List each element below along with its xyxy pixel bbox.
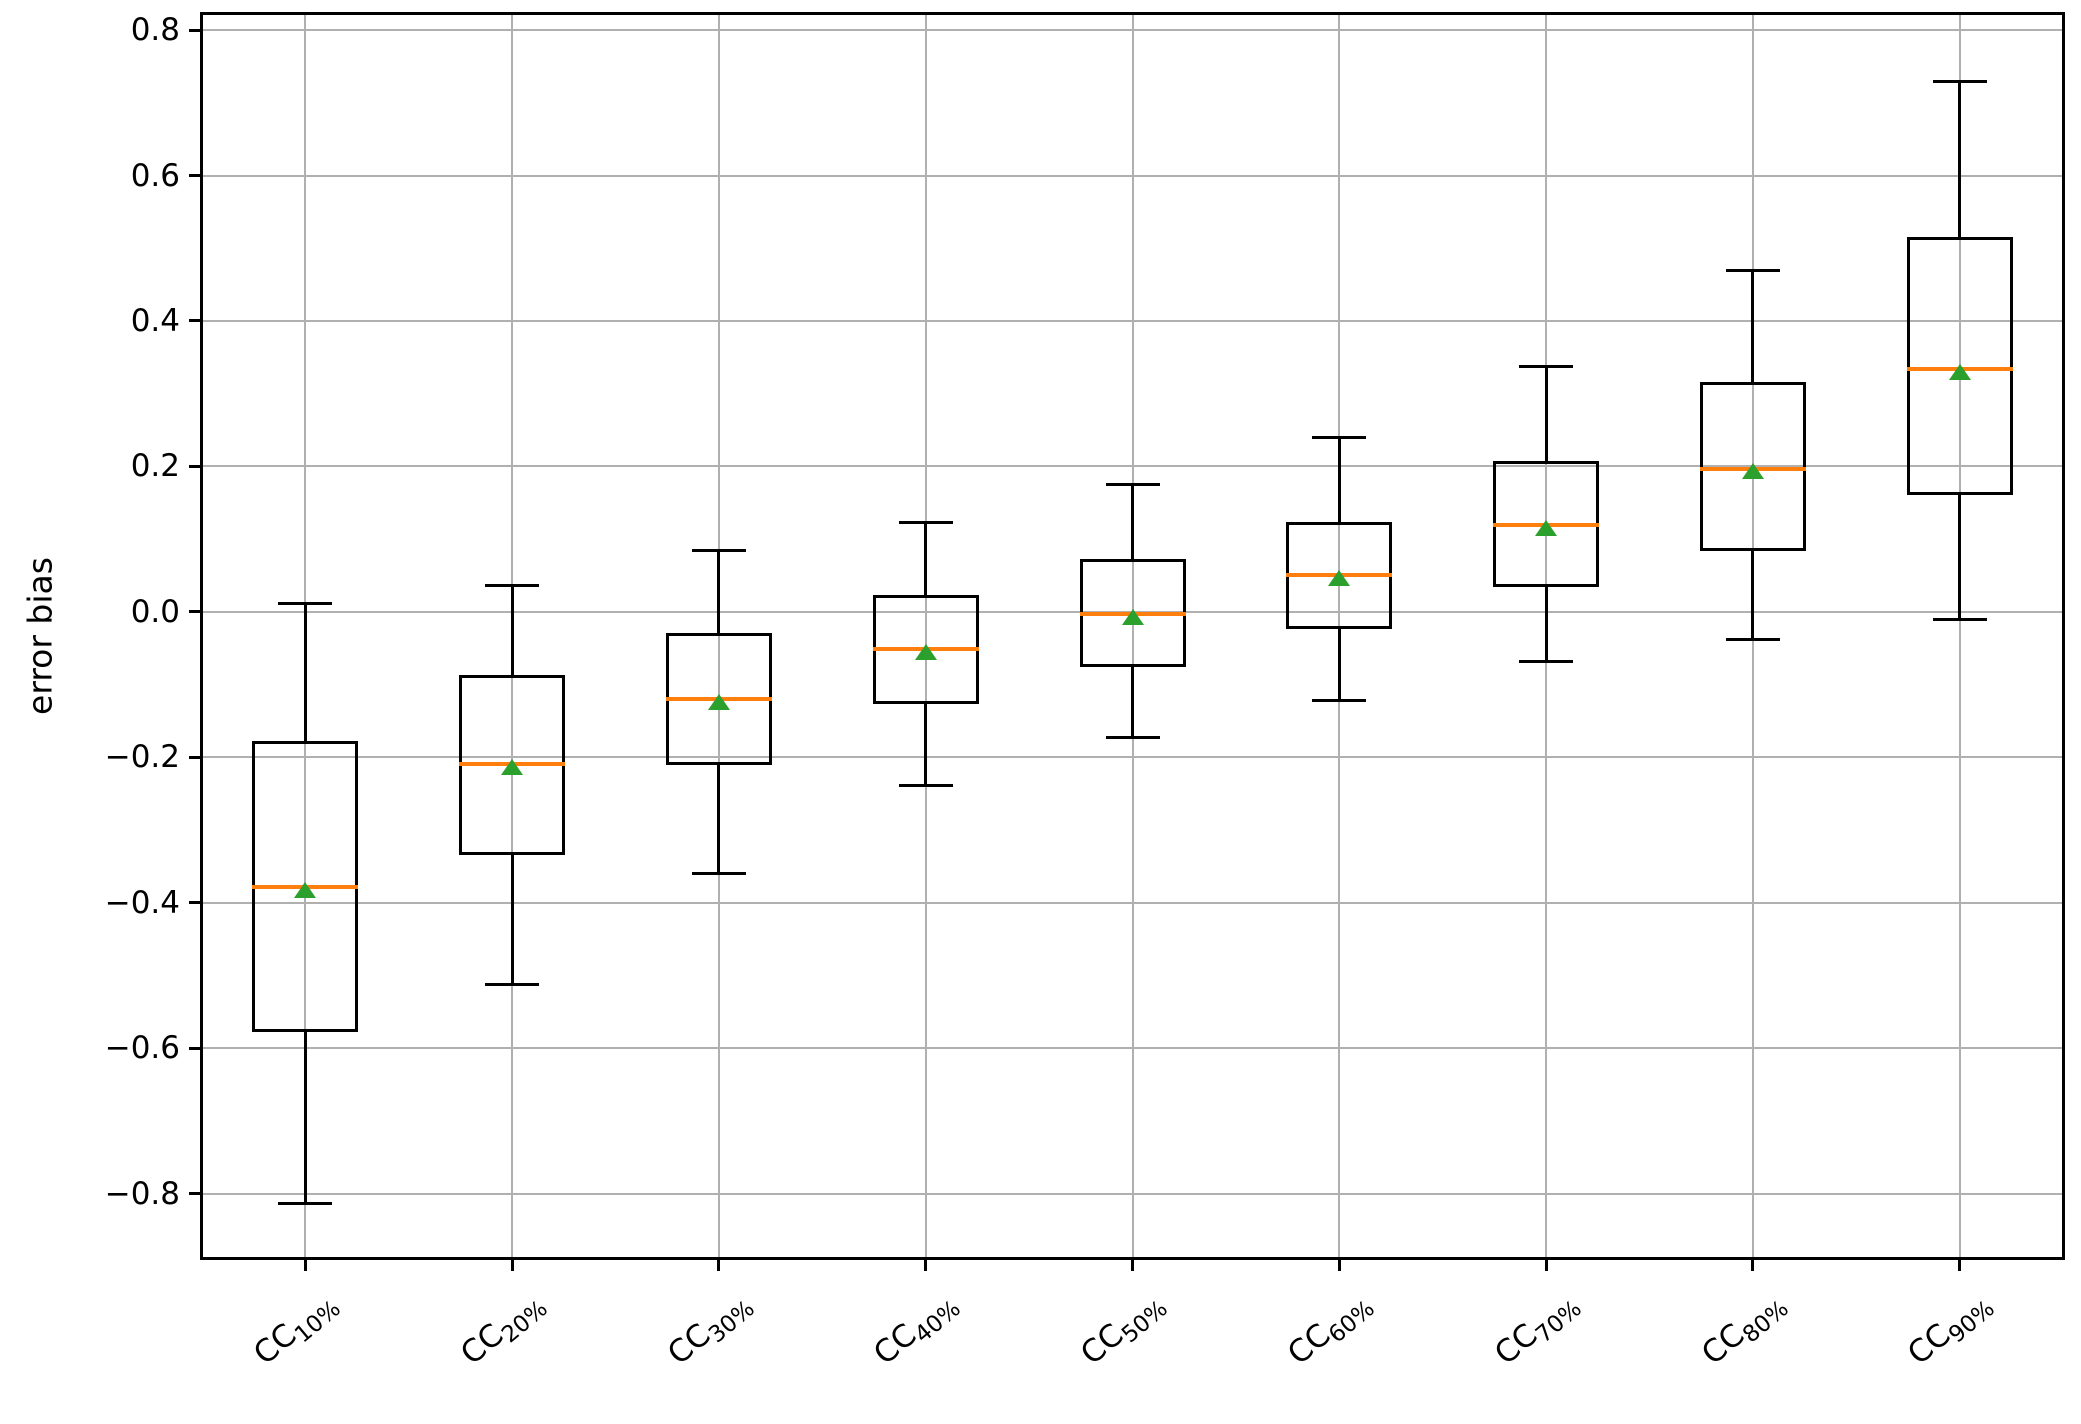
y-tick-mark (189, 174, 202, 177)
x-tick-mark (1337, 1258, 1341, 1271)
mean-marker-icon (1328, 569, 1351, 586)
iqr-box (1699, 382, 1806, 551)
x-tick-label-subscript: 30% (703, 1295, 760, 1349)
lower-cap (691, 872, 746, 876)
mean-marker-icon (914, 644, 937, 660)
v-gridline (924, 14, 927, 1258)
lower-cap (485, 982, 540, 986)
x-tick-mark (1958, 1258, 1962, 1271)
lower-whisker (1337, 628, 1341, 700)
y-tick-label: 0.8 (130, 12, 180, 48)
y-tick-mark (189, 464, 202, 468)
y-tick-mark (189, 1192, 202, 1196)
upper-cap (1312, 435, 1367, 439)
x-tick-label: CC80% (1694, 1295, 1794, 1373)
upper-whisker (303, 603, 307, 742)
upper-whisker (1131, 484, 1134, 559)
lower-whisker (1958, 494, 1962, 620)
mean-marker-icon (1121, 609, 1144, 626)
lower-whisker (510, 854, 514, 985)
y-tick-label: 0.2 (130, 448, 180, 485)
upper-whisker (1337, 437, 1341, 522)
x-tick-label-subscript: 50% (1117, 1295, 1173, 1349)
v-gridline (1958, 14, 1961, 1258)
y-axis-title: error bias (20, 557, 60, 715)
mean-marker-icon (501, 758, 524, 775)
y-tick-mark (189, 610, 202, 614)
upper-whisker (924, 522, 928, 595)
x-tick-label: CC40% (867, 1295, 967, 1373)
lower-cap (1312, 698, 1367, 702)
upper-cap (1105, 483, 1160, 487)
x-tick-label-subscript: 10% (290, 1295, 346, 1349)
x-tick-mark (1131, 1258, 1134, 1271)
mean-marker-icon (1741, 462, 1764, 479)
upper-whisker (510, 585, 514, 676)
x-tick-label: CC30% (660, 1295, 760, 1373)
upper-cap (278, 602, 333, 606)
x-tick-mark (717, 1258, 721, 1271)
y-tick-label: −0.8 (104, 1175, 180, 1212)
x-tick-mark (510, 1258, 514, 1271)
x-tick-label-subscript: 70% (1530, 1295, 1587, 1349)
y-tick-mark (189, 755, 202, 759)
lower-cap (278, 1201, 333, 1205)
mean-marker-icon (1948, 363, 1971, 380)
upper-cap (485, 583, 540, 587)
x-tick-mark (1751, 1258, 1755, 1271)
x-tick-label: CC90% (1901, 1295, 2001, 1373)
y-tick-mark (189, 901, 202, 905)
x-tick-mark (303, 1258, 307, 1271)
y-tick-label: 0.0 (130, 593, 180, 630)
lower-cap (1105, 735, 1160, 739)
x-tick-label: CC60% (1281, 1295, 1380, 1373)
upper-whisker (1544, 366, 1548, 462)
y-tick-label: −0.4 (104, 884, 180, 921)
y-tick-label: 0.6 (130, 157, 180, 194)
y-tick-mark (189, 28, 202, 32)
mean-marker-icon (707, 694, 730, 711)
y-tick-label: 0.4 (130, 302, 180, 339)
x-tick-label-subscript: 80% (1737, 1295, 1794, 1349)
upper-whisker (1958, 81, 1962, 238)
lower-whisker (303, 1031, 307, 1204)
x-tick-mark (924, 1258, 928, 1271)
x-tick-label-subscript: 40% (910, 1295, 967, 1349)
y-tick-mark (189, 319, 202, 323)
y-tick-label: −0.6 (104, 1030, 180, 1067)
upper-cap (1725, 269, 1780, 273)
upper-cap (1519, 365, 1574, 369)
lower-whisker (717, 765, 721, 874)
x-tick-label: CC50% (1074, 1295, 1173, 1373)
lower-whisker (1131, 666, 1134, 738)
upper-cap (898, 521, 953, 524)
lower-whisker (1751, 550, 1755, 640)
x-tick-label: CC70% (1487, 1295, 1587, 1373)
upper-cap (1932, 80, 1987, 84)
upper-cap (691, 548, 746, 552)
lower-whisker (924, 703, 928, 786)
x-tick-label: CC10% (247, 1295, 346, 1373)
v-gridline (1131, 14, 1134, 1258)
x-tick-mark (1544, 1258, 1548, 1271)
mean-marker-icon (1535, 520, 1558, 537)
lower-cap (898, 783, 953, 787)
x-tick-label: CC20% (453, 1295, 553, 1373)
x-tick-label-subscript: 20% (496, 1295, 553, 1349)
iqr-box (1906, 237, 2013, 495)
y-tick-label: −0.2 (104, 739, 180, 776)
upper-whisker (717, 550, 721, 634)
mean-marker-icon (294, 881, 317, 898)
lower-whisker (1544, 587, 1548, 662)
upper-whisker (1751, 270, 1755, 383)
x-tick-label-subscript: 90% (1944, 1295, 2001, 1349)
y-tick-mark (189, 1046, 202, 1050)
x-tick-label-subscript: 60% (1323, 1295, 1380, 1349)
lower-cap (1932, 617, 1987, 621)
lower-cap (1725, 638, 1780, 642)
lower-cap (1519, 659, 1574, 663)
